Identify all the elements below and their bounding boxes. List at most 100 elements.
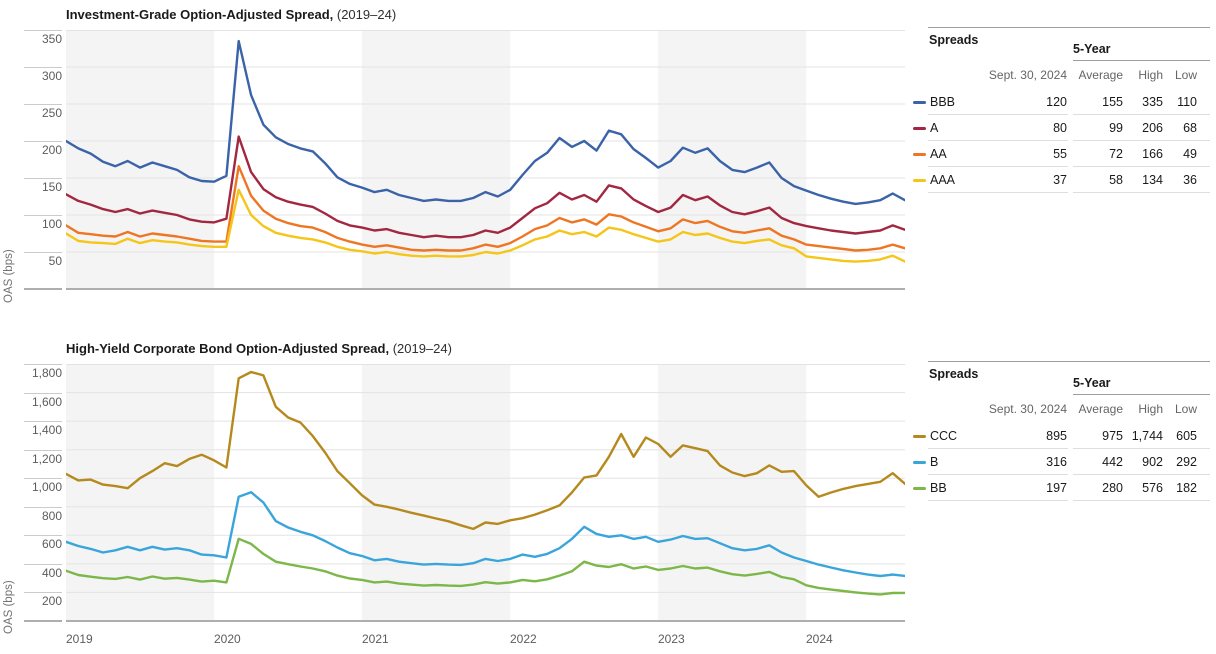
cell-A-3: 68 [1183, 121, 1197, 135]
plot-area [66, 364, 905, 621]
y-tick-label: 600 [41, 537, 62, 551]
row-separator [928, 192, 1068, 193]
row-separator [928, 140, 1068, 141]
cell-BBB-1: 155 [1102, 95, 1123, 109]
cell-A-1: 99 [1109, 121, 1123, 135]
cell-A-0: 80 [1053, 121, 1067, 135]
y-tick-label: 1,400 [31, 423, 62, 437]
column-header: Sept. 30, 2024 [988, 68, 1067, 82]
chart-title-bold: High-Yield Corporate Bond Option-Adjuste… [66, 341, 390, 356]
x-tick-label-2022: 2022 [510, 632, 537, 646]
legend-swatch-B [913, 461, 926, 464]
cell-B-3: 292 [1176, 455, 1197, 469]
row-separator [928, 114, 1068, 115]
row-label-A: A [930, 121, 939, 135]
cell-AA-3: 49 [1183, 147, 1197, 161]
cell-BBB-0: 120 [1046, 95, 1067, 109]
y-tick-mark [24, 478, 62, 479]
table-top-border [928, 27, 1210, 28]
row-separator [1073, 166, 1210, 167]
y-tick-mark [24, 215, 62, 216]
y-tick-label: 50 [48, 254, 62, 268]
y-tick-label: 350 [41, 32, 62, 46]
y-tick-label: 1,000 [31, 480, 62, 494]
line-CCC [66, 370, 905, 531]
table-header-spreads: Spreads [929, 367, 979, 381]
line-AA [66, 164, 905, 252]
y-tick-mark [24, 141, 62, 142]
row-separator [928, 166, 1068, 167]
cell-B-1: 442 [1102, 455, 1123, 469]
legend-swatch-BB [913, 487, 926, 490]
y-tick-mark [24, 364, 62, 365]
legend-swatch-AAA [913, 179, 926, 182]
line-AAA [66, 188, 905, 263]
cell-AA-0: 55 [1053, 147, 1067, 161]
row-label-BB: BB [930, 481, 947, 495]
row-label-AA: AA [930, 147, 947, 161]
row-separator [1073, 500, 1210, 501]
y-tick-label: 800 [41, 509, 62, 523]
line-BB [66, 537, 905, 596]
line-B [66, 490, 905, 578]
cell-BBB-3: 110 [1177, 95, 1197, 109]
y-tick-label: 1,200 [31, 452, 62, 466]
row-label-BBB: BBB [930, 95, 956, 109]
y-tick-label: 250 [41, 106, 62, 120]
column-header: Low [1174, 402, 1197, 416]
cell-AA-2: 166 [1142, 147, 1163, 161]
cell-AA-1: 72 [1109, 147, 1123, 161]
legend-swatch-A [913, 127, 926, 130]
row-label-AAA: AAA [930, 173, 956, 187]
column-header: High [1138, 68, 1163, 82]
y-tick-mark [24, 450, 62, 451]
spreads-table-high-yield: Spreads 5-Year Sept. 30, 2024 Average High… [913, 361, 1210, 581]
chart-title-range: (2019–24) [389, 341, 452, 356]
cell-CCC-1: 975 [1102, 429, 1123, 443]
cell-A-2: 206 [1142, 121, 1163, 135]
y-tick-label: 300 [41, 69, 62, 83]
table-group-header-5year: 5-Year [1073, 42, 1210, 61]
line-A [66, 135, 905, 239]
cell-CCC-3: 605 [1176, 429, 1197, 443]
year-band-2023 [658, 364, 807, 621]
row-separator [1073, 448, 1210, 449]
legend-swatch-AA [913, 153, 926, 156]
row-separator [1073, 474, 1210, 475]
y-tick-label: 200 [41, 594, 62, 608]
legend-swatch-BBB [913, 101, 926, 104]
y-tick-mark [24, 252, 62, 253]
y-tick-mark [24, 178, 62, 179]
cell-CCC-0: 895 [1046, 429, 1067, 443]
y-tick-mark [24, 30, 62, 31]
legend-swatch-CCC [913, 435, 926, 438]
x-tick-label-2019: 2019 [66, 632, 93, 646]
year-band-2019 [66, 30, 215, 289]
cell-AAA-1: 58 [1109, 173, 1123, 187]
cell-BB-3: 182 [1176, 481, 1197, 495]
x-tick-label-2020: 2020 [214, 632, 241, 646]
column-header: High [1138, 402, 1163, 416]
chart-title-bold: Investment-Grade Option-Adjusted Spread, [66, 7, 334, 22]
cell-B-0: 316 [1046, 455, 1067, 469]
row-label-B: B [930, 455, 939, 469]
line-BBB [66, 39, 905, 206]
plot-area [66, 30, 905, 289]
cell-AAA-3: 36 [1183, 173, 1197, 187]
x-axis-line [66, 620, 905, 622]
spreads-table-investment-grade: Spreads 5-Year Sept. 30, 2024 Average High… [913, 27, 1210, 247]
y-tick-mark [24, 421, 62, 422]
row-separator [928, 474, 1068, 475]
cell-BB-2: 576 [1142, 481, 1163, 495]
row-label-CCC: CCC [930, 429, 958, 443]
table-top-border [928, 361, 1210, 362]
year-band-2023 [658, 30, 807, 289]
cell-BBB-2: 335 [1142, 95, 1163, 109]
y-tick-label: 1,600 [31, 395, 62, 409]
column-header: Average [1078, 68, 1123, 82]
row-separator [928, 448, 1068, 449]
column-header: Low [1174, 68, 1197, 82]
y-tick-mark [24, 535, 62, 536]
x-axis-left-stub [24, 288, 62, 290]
